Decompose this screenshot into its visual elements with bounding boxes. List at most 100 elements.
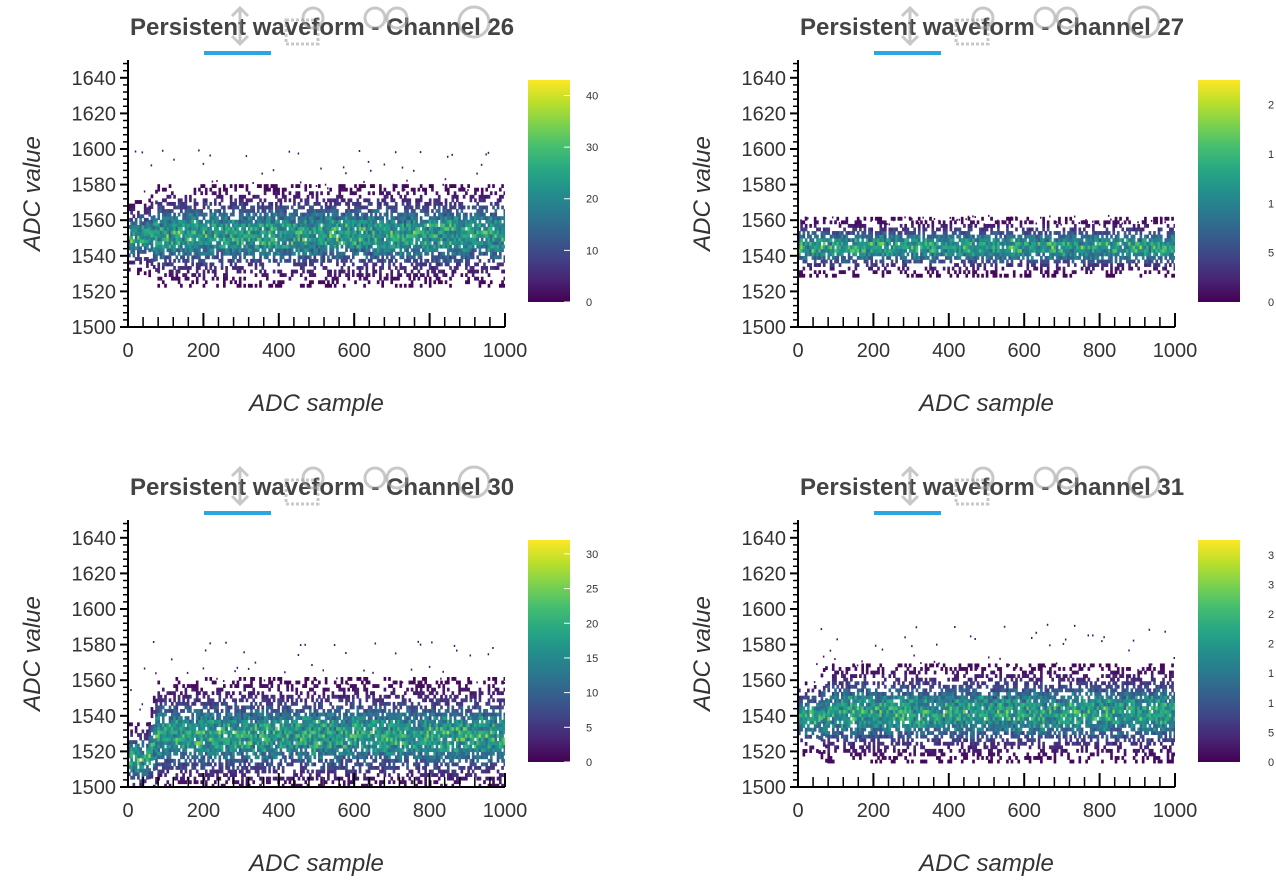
heatmap-cell [431, 188, 434, 192]
heatmap-cell [381, 191, 384, 195]
heatmap-cell [427, 213, 430, 217]
heatmap-cell [875, 260, 878, 264]
heatmap-cell [343, 252, 346, 256]
heatmap-cell [848, 252, 851, 256]
heatmap-cell [200, 209, 203, 213]
heatmap-cell [295, 270, 298, 274]
heatmap-cell [445, 198, 448, 202]
heatmap-cell [203, 270, 206, 274]
heatmap-cell [467, 184, 470, 188]
heatmap-cell [234, 188, 237, 192]
heatmap-cell [1074, 252, 1077, 256]
heatmap-cell [440, 202, 443, 206]
heatmap-cell [313, 234, 316, 238]
heatmap-cell [936, 256, 939, 260]
heatmap-cell [424, 277, 427, 281]
heatmap-cell [359, 195, 362, 199]
heatmap-cell [488, 284, 491, 288]
heatmap-cell [390, 213, 393, 217]
heatmap-cell [302, 238, 305, 242]
heatmap-cell [454, 255, 457, 259]
heatmap-cell [354, 191, 357, 195]
heatmap-cell [406, 184, 409, 188]
heatmap-cell [463, 206, 466, 210]
y-tick-label: 1560 [72, 210, 117, 232]
heatmap-cell [282, 191, 285, 195]
heatmap-cell [1090, 270, 1093, 274]
heatmap-cell [130, 744, 133, 748]
heatmap-cell [968, 216, 970, 218]
heatmap-cell [1092, 221, 1094, 223]
heatmap-cell [929, 263, 932, 267]
heatmap-cell [920, 260, 923, 264]
heatmap-cell [196, 216, 199, 220]
heatmap-cell [458, 262, 461, 266]
heatmap-cell [336, 262, 339, 266]
heatmap-cell [366, 213, 369, 217]
heatmap-cell [427, 259, 430, 263]
heatmap-cell [424, 223, 427, 227]
heatmap-cell [429, 262, 432, 266]
heatmap-cell [142, 794, 145, 798]
heatmap-cell [250, 220, 253, 224]
heatmap-cell [1173, 249, 1176, 253]
heatmap-cell [1126, 235, 1129, 239]
heatmap-cell [1128, 220, 1131, 224]
heatmap-cell [223, 184, 226, 188]
heatmap-cell [803, 267, 806, 271]
x-tick-label: 200 [187, 340, 220, 362]
heatmap-cell [809, 224, 812, 228]
heatmap-cell [485, 252, 488, 256]
heatmap-cell [178, 234, 181, 238]
heatmap-cell [888, 270, 891, 274]
heatmap-cell [503, 230, 506, 234]
heatmap-cell [925, 267, 928, 271]
heatmap-cell [397, 270, 400, 274]
heatmap-cell [800, 219, 802, 221]
heatmap-cell [843, 270, 846, 274]
heatmap-cell [160, 241, 163, 245]
heatmap-cell [893, 231, 896, 235]
heatmap-cell [470, 213, 473, 217]
heatmap-cell [1135, 256, 1138, 260]
heatmap-cell [139, 709, 141, 711]
heatmap-cell [379, 184, 382, 188]
heatmap-cell [230, 280, 233, 284]
heatmap-cell [198, 149, 200, 151]
heatmap-cell [178, 259, 181, 263]
heatmap-cell [882, 256, 885, 260]
heatmap-cell [332, 252, 335, 256]
heatmap-cell [1149, 252, 1152, 256]
heatmap-cell [927, 224, 930, 228]
heatmap-cell [336, 245, 339, 249]
heatmap-cell [399, 248, 402, 252]
heatmap-cell [497, 266, 500, 270]
heatmap-cell [429, 198, 432, 202]
heatmap-cell [225, 213, 228, 217]
toolbar-active-indicator [874, 51, 941, 55]
heatmap-cell [1137, 221, 1139, 223]
heatmap-cell [1013, 274, 1016, 278]
heatmap-cell [438, 195, 441, 199]
heatmap-cell [203, 259, 206, 263]
heatmap-cell [359, 188, 362, 192]
heatmap-cell [476, 238, 479, 242]
heatmap-cell [927, 270, 930, 274]
heatmap-cell [300, 273, 303, 277]
heatmap-cell [934, 260, 937, 264]
heatmap-cell [1119, 217, 1122, 221]
heatmap-cell [248, 213, 251, 217]
heatmap-cell [1045, 231, 1048, 235]
heatmap-cell [171, 209, 174, 213]
heatmap-cell [142, 744, 145, 748]
heatmap-cell [1020, 260, 1023, 264]
heatmap-cell [825, 274, 828, 278]
heatmap-cell [1173, 224, 1176, 228]
heatmap-cell [350, 213, 353, 217]
heatmap-cell [139, 261, 142, 265]
heatmap-cell [1160, 220, 1163, 224]
heatmap-cell [1121, 252, 1124, 256]
heatmap-cell [1040, 256, 1043, 260]
heatmap-cell [420, 255, 423, 259]
heatmap-cell [304, 262, 307, 266]
